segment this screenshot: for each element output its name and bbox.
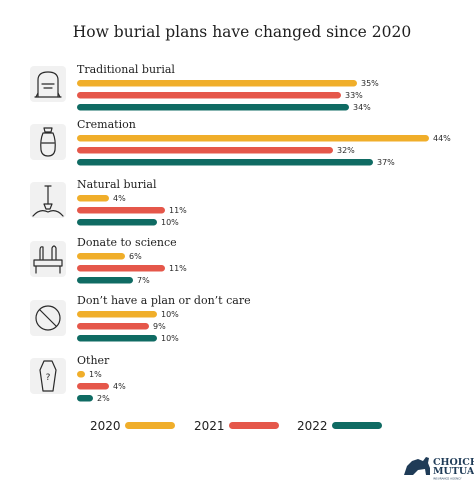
bar-value-label: 33% [345,91,363,100]
legend-swatch [332,422,382,429]
category-label: Cremation [77,118,136,131]
logo-line-3: INSURANCE AGENCY [433,477,462,481]
category-label: Other [77,354,110,367]
no-plan-icon [30,300,66,336]
shovel-icon [30,182,66,218]
bar-2020 [77,80,357,87]
bar-2020 [77,311,157,318]
bar-2021 [77,265,165,272]
bar-value-label: 1% [89,370,102,379]
legend-swatch [125,422,175,429]
legend-item-2022: 2022 [297,419,382,433]
legend-item-2020: 2020 [90,419,175,433]
choice-mutual-logo: CHOICE MUTUAL INSURANCE AGENCY [404,457,474,481]
bar-value-label: 11% [169,206,187,215]
category-label: Natural burial [77,178,157,191]
bar-2020 [77,253,125,260]
bar-value-label: 7% [137,276,150,285]
category-group: Cremation 44% 32% 37% [30,118,451,167]
bar-2021 [77,383,109,390]
bar-2020 [77,135,429,142]
bar-value-label: 11% [169,264,187,273]
bar-value-label: 6% [129,252,142,261]
legend-item-2021: 2021 [194,419,279,433]
bar-2021 [77,92,341,99]
bar-value-label: 32% [337,146,355,155]
bar-value-label: 10% [161,218,179,227]
bar-value-label: 37% [377,158,395,167]
bar-value-label: 35% [361,79,379,88]
bar-2021 [77,207,165,214]
category-label: Traditional burial [77,63,175,76]
bar-2022 [77,104,349,111]
logo-line-1: CHOICE [433,457,474,468]
bar-2022 [77,335,157,342]
category-group: Don’t have a plan or don’t care 10% 9% 10% [30,294,251,343]
category-group: ? Other 1% 4%2% [30,354,126,403]
bar-value-label: 10% [161,334,179,343]
bar-2021 [77,323,149,330]
bar-2022 [77,219,157,226]
bar-value-label: 9% [153,322,166,331]
donate-to-science-icon [30,241,66,277]
chart-title: How burial plans have changed since 2020 [73,23,411,41]
bar-value-label: 44% [433,134,451,143]
bar-2022 [77,277,133,284]
bar-value-label: 2% [97,394,110,403]
bear-logo-icon [404,457,430,475]
category-group: Donate to science 6% 11% 7% [30,236,187,285]
bar-2021 [77,147,333,154]
bar-value-label: 10% [161,310,179,319]
bar-2022 [77,395,93,402]
legend-swatch [229,422,279,429]
bar-2022 [77,159,373,166]
bar-2020 [77,371,85,378]
gravestone-icon [30,66,66,102]
category-group: Natural burial 4% 11% 10% [30,178,187,227]
coffin-icon: ? [30,358,66,394]
bar-value-label: 4% [113,382,126,391]
bar-2020 [77,195,109,202]
bar-value-label: 34% [353,103,371,112]
category-label: Donate to science [77,236,177,249]
urn-icon [30,124,66,160]
legend-label: 2020 [90,419,121,433]
bar-value-label: 4% [113,194,126,203]
legend-label: 2021 [194,419,225,433]
logo-line-2: MUTUAL [433,466,474,477]
svg-text:?: ? [46,373,51,383]
category-label: Don’t have a plan or don’t care [77,294,251,307]
legend-label: 2022 [297,419,328,433]
category-group: Traditional burial 35% 33% 34% [30,63,379,112]
